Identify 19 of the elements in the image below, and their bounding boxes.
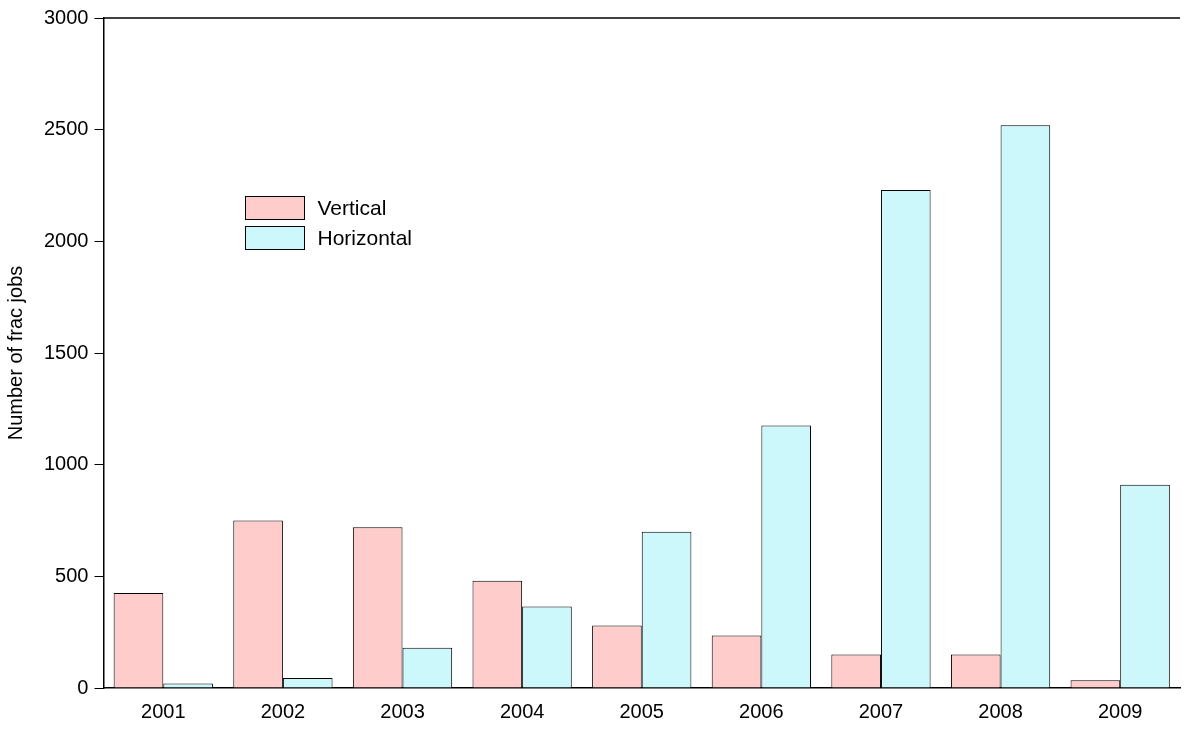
x-tick-label: 2002 bbox=[260, 699, 306, 722]
y-tick-label: 2500 bbox=[43, 117, 89, 140]
y-tick-label: 1500 bbox=[43, 340, 89, 363]
y-axis-title: Number of frac jobs bbox=[3, 265, 26, 441]
legend-label: Horizontal bbox=[317, 226, 413, 250]
y-tick-label: 0 bbox=[77, 675, 89, 698]
x-tick-label: 2003 bbox=[380, 699, 425, 722]
y-tick-label: 500 bbox=[55, 563, 89, 586]
x-tick-label: 2007 bbox=[858, 699, 904, 722]
x-tick-label: 2005 bbox=[619, 699, 664, 722]
x-tick-label: 2008 bbox=[978, 699, 1023, 722]
x-tick-label: 2006 bbox=[739, 699, 784, 722]
x-tick-label: 2009 bbox=[1097, 699, 1143, 722]
y-tick-label: 2000 bbox=[43, 228, 89, 251]
x-tick-label: 2004 bbox=[499, 699, 545, 722]
legend-label: Vertical bbox=[317, 196, 387, 220]
y-tick-label: 3000 bbox=[43, 5, 89, 28]
y-tick-label: 1000 bbox=[43, 452, 89, 475]
x-tick-label: 2001 bbox=[141, 699, 186, 722]
